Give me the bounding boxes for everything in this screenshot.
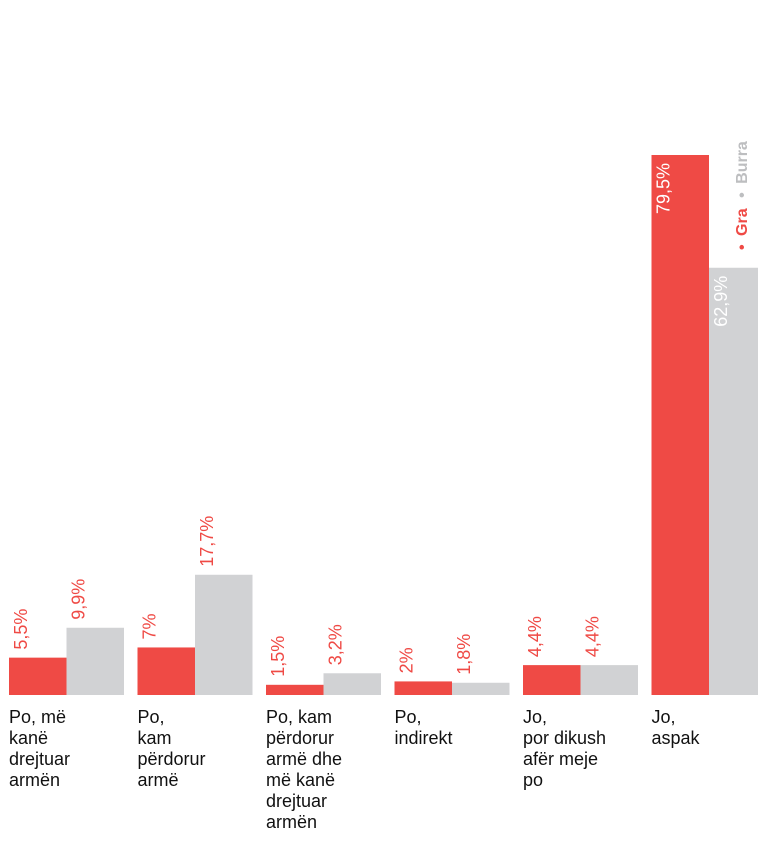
value-label-gra-5: 4,4%: [525, 616, 545, 657]
bar-gra-4: [394, 681, 452, 695]
category-label-5: Jo, por dikush afër meje po: [523, 707, 606, 790]
value-label-burra-4: 1,8%: [454, 634, 474, 675]
value-label-burra-2: 17,7%: [197, 516, 217, 567]
value-label-gra-3: 1,5%: [268, 636, 288, 677]
bar-gra-1: [9, 657, 67, 695]
bar-gra-2: [137, 647, 195, 695]
legend-item-gra: Gra: [734, 208, 751, 236]
legend-item-burra: Burra: [734, 141, 751, 184]
category-label-1: Po, më kanë drejtuar armën: [9, 707, 70, 790]
value-label-burra-5: 4,4%: [583, 616, 603, 657]
value-label-gra-2: 7%: [140, 613, 160, 639]
value-label-burra-3: 3,2%: [326, 624, 346, 665]
bar-gra-6: [651, 155, 709, 695]
bar-burra-3: [323, 673, 381, 695]
bar-burra-6: [709, 267, 758, 695]
category-label-6: Jo, aspak: [652, 707, 701, 748]
bar-burra-2: [195, 574, 253, 695]
bar-gra-5: [523, 665, 581, 695]
value-label-burra-6: 62,9%: [711, 276, 731, 327]
category-label-2: Po, kam përdorur armë: [138, 707, 206, 790]
category-label-3: Po, kam përdorur armë dhe më kanë drejtuar ar…: [266, 707, 342, 832]
value-label-gra-4: 2%: [397, 647, 417, 673]
legend-marker-gra: •: [734, 244, 751, 250]
value-label-burra-1: 9,9%: [69, 579, 89, 620]
bar-burra-1: [66, 627, 124, 695]
bar-burra-4: [452, 682, 510, 695]
svg-text:• Gra • Burr: • Gra • Burra: [734, 141, 751, 250]
bar-burra-5: [580, 665, 638, 695]
legend-marker-burra: •: [734, 192, 751, 198]
category-label-4: Po, indirekt: [395, 707, 453, 748]
bar-gra-3: [266, 684, 324, 695]
value-label-gra-6: 79,5%: [654, 163, 674, 214]
value-label-gra-1: 5,5%: [11, 609, 31, 650]
legend: • Gra • Burra: [734, 141, 751, 250]
